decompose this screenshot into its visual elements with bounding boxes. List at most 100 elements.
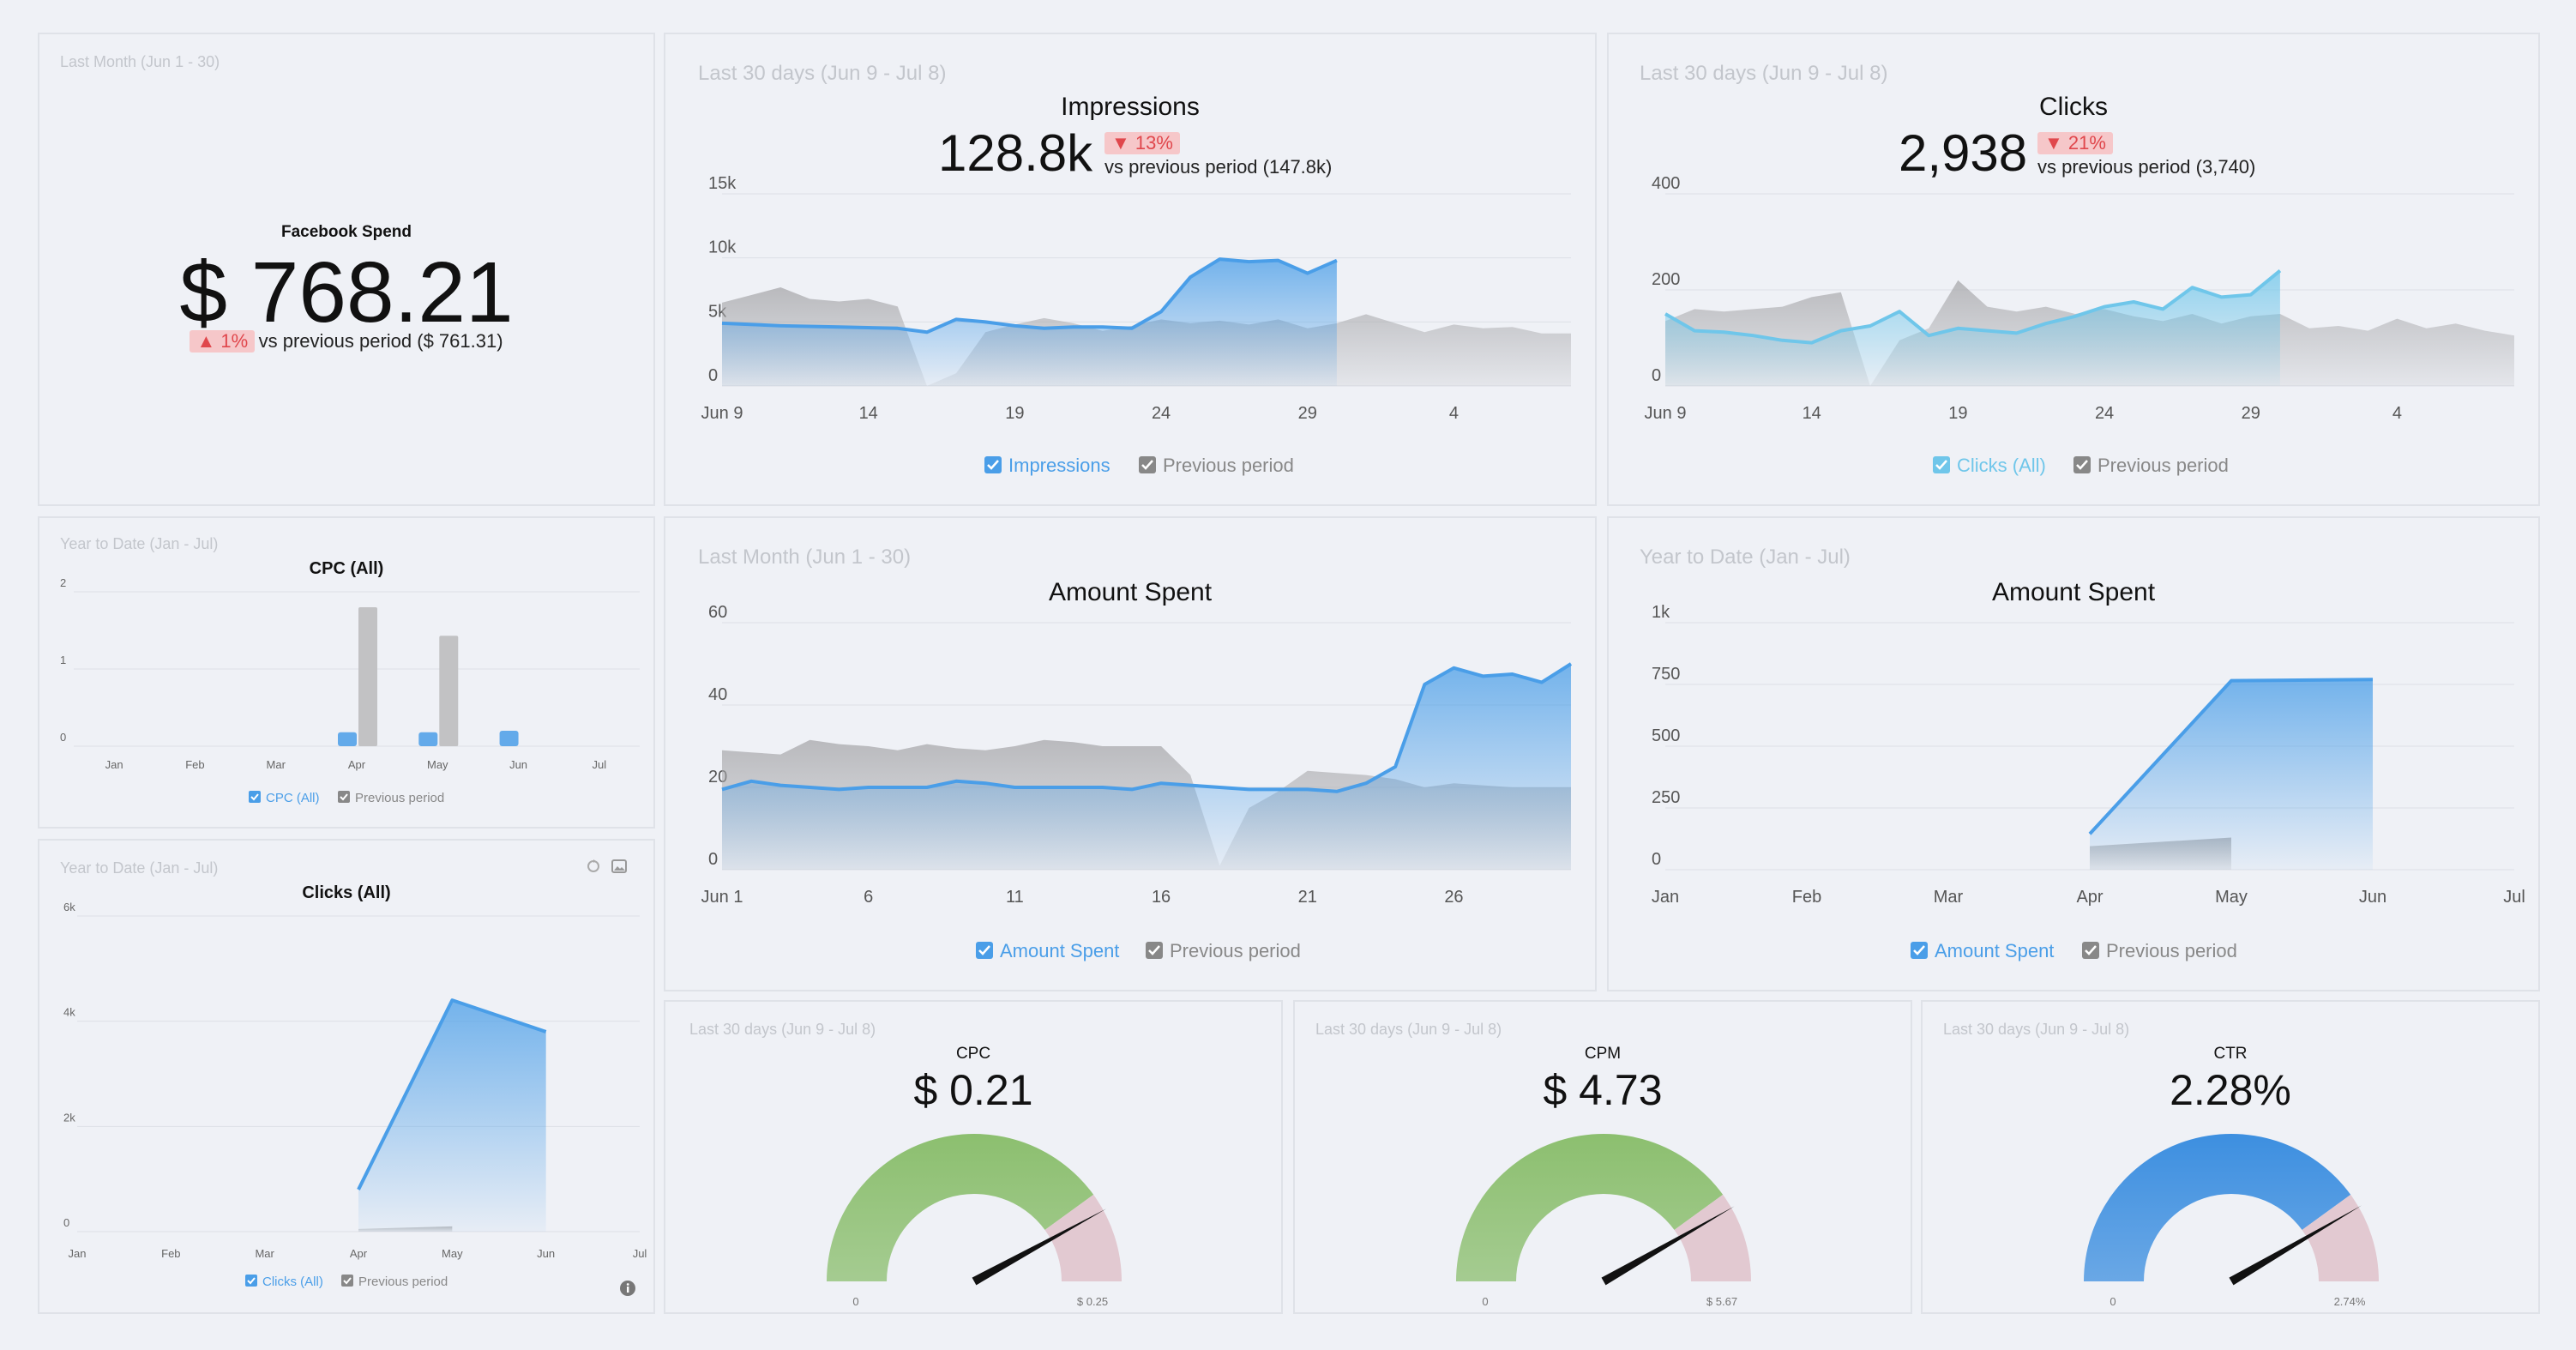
gauge-max-label: $ 0.25 bbox=[1077, 1295, 1108, 1308]
legend-label-amount[interactable]: Amount Spent bbox=[1935, 940, 2054, 961]
x-tick-label: Mar bbox=[1934, 888, 1964, 907]
period-label: Last 30 days (Jun 9 - Jul 8) bbox=[689, 1021, 876, 1038]
gauge-cpm-chart: 0 $ 5.67 bbox=[1456, 1134, 1751, 1308]
gauge-title: CPM bbox=[1584, 1045, 1622, 1063]
gauge-ctr-chart: 0 2.74% bbox=[2084, 1134, 2379, 1308]
current-period-line bbox=[357, 998, 547, 1190]
check-icon bbox=[1141, 460, 1153, 470]
facebook-spend-panel: Last Month (Jun 1 - 30) Facebook Spend $… bbox=[38, 33, 655, 506]
gauge-cpc-panel: Last 30 days (Jun 9 - Jul 8) CPC $ 0.21 … bbox=[664, 1000, 1283, 1314]
y-tick-label: 60 bbox=[708, 603, 727, 622]
panel-title: Impressions bbox=[1061, 93, 1200, 121]
x-tick-label: Jun 9 bbox=[1645, 404, 1687, 423]
current-period-area bbox=[358, 1000, 546, 1232]
x-tick-label: Feb bbox=[185, 758, 204, 771]
bar-previous bbox=[439, 636, 459, 746]
current-period-line bbox=[2088, 678, 2374, 835]
x-tick-label: 14 bbox=[1803, 404, 1821, 423]
check-icon bbox=[987, 460, 999, 470]
legend-label-clicks[interactable]: Clicks (All) bbox=[262, 1275, 323, 1289]
info-icon[interactable] bbox=[619, 1280, 636, 1297]
x-tick-label: Jun 9 bbox=[701, 404, 743, 423]
x-tick-label: Mar bbox=[267, 758, 286, 771]
comparison-text: vs previous period (3,740) bbox=[2037, 156, 2256, 178]
gauge-arc-upper bbox=[1674, 1194, 1751, 1281]
x-tick-label: Jul bbox=[2503, 888, 2525, 907]
y-tick-label: 1 bbox=[60, 654, 66, 666]
panel-title: Facebook Spend bbox=[280, 223, 412, 241]
legend-label-amount[interactable]: Amount Spent bbox=[1000, 940, 1119, 961]
check-icon bbox=[2085, 945, 2097, 955]
clicks-legend: Clicks (All) Previous period bbox=[1933, 455, 2229, 476]
x-tick-label: 24 bbox=[2095, 404, 2114, 423]
period-label: Last 30 days (Jun 9 - Jul 8) bbox=[1640, 62, 1888, 85]
y-tick-label: 40 bbox=[708, 685, 727, 704]
x-tick-label: Jun bbox=[537, 1247, 555, 1260]
y-tick-label: 2k bbox=[63, 1111, 75, 1124]
x-tick-label: May bbox=[442, 1247, 463, 1260]
y-tick-label: 10k bbox=[708, 238, 737, 257]
gauge-cpc-chart: 0 $ 0.25 bbox=[827, 1134, 1122, 1308]
check-icon bbox=[1148, 945, 1160, 955]
x-tick-label: Feb bbox=[1792, 888, 1821, 907]
legend-checkbox-previous[interactable] bbox=[341, 1275, 353, 1287]
x-tick-label: 29 bbox=[2242, 404, 2260, 423]
amount-month-panel: Last Month (Jun 1 - 30) Amount Spent 0 20… bbox=[664, 516, 1597, 991]
gauge-arc-main bbox=[827, 1134, 1094, 1281]
x-tick-label: Jul bbox=[593, 758, 607, 771]
x-tick-label: 29 bbox=[1298, 404, 1317, 423]
clicks-chart: 0 200 400 Jun 9 14 19 24 29 4 bbox=[1645, 174, 2514, 423]
y-tick-label: 0 bbox=[1652, 850, 1661, 869]
clicks-ytd-panel: Year to Date (Jan - Jul) Clicks (All) 0 2… bbox=[38, 839, 655, 1314]
y-tick-label: 1k bbox=[1652, 603, 1670, 622]
period-label: Last Month (Jun 1 - 30) bbox=[698, 545, 912, 569]
current-period-area bbox=[2090, 679, 2373, 870]
cpc-all-legend: CPC (All) Previous period bbox=[249, 791, 444, 805]
legend-checkbox-clicks[interactable] bbox=[245, 1275, 257, 1287]
x-tick-label: 11 bbox=[1006, 888, 1024, 907]
y-tick-label: 400 bbox=[1652, 174, 1680, 193]
legend-label-clicks[interactable]: Clicks (All) bbox=[1957, 455, 2046, 476]
legend-label-previous[interactable]: Previous period bbox=[355, 791, 444, 805]
period-label: Year to Date (Jan - Jul) bbox=[60, 859, 219, 877]
y-tick-label: 4k bbox=[63, 1006, 75, 1019]
x-tick-label: 4 bbox=[1449, 404, 1459, 423]
impressions-panel: Last 30 days (Jun 9 - Jul 8) Impressions… bbox=[664, 33, 1597, 506]
clicks-ytd-legend: Clicks (All) Previous period bbox=[245, 1275, 448, 1289]
period-label: Year to Date (Jan - Jul) bbox=[1640, 545, 1851, 569]
period-label: Last 30 days (Jun 9 - Jul 8) bbox=[1943, 1021, 2130, 1038]
legend-label-previous[interactable]: Previous period bbox=[358, 1275, 448, 1289]
x-tick-label: 14 bbox=[859, 404, 878, 423]
current-period-line bbox=[721, 257, 1338, 334]
legend-label-previous[interactable]: Previous period bbox=[1163, 455, 1294, 476]
x-tick-label: 19 bbox=[1948, 404, 1967, 423]
cpc-all-panel: Year to Date (Jan - Jul) CPC (All) 0 1 2 Ja… bbox=[38, 516, 655, 829]
x-tick-label: Apr bbox=[2076, 888, 2103, 907]
legend-label-impressions[interactable]: Impressions bbox=[1008, 455, 1110, 476]
x-tick-label: Jun bbox=[509, 758, 527, 771]
x-tick-label: 4 bbox=[2392, 404, 2402, 423]
clicks-panel: Last 30 days (Jun 9 - Jul 8) Clicks 2,93… bbox=[1607, 33, 2540, 506]
change-badge: ▼ 13% bbox=[1104, 132, 1180, 154]
legend-label-previous[interactable]: Previous period bbox=[2106, 940, 2237, 961]
y-tick-label: 0 bbox=[1652, 366, 1661, 385]
legend-checkbox-cpc[interactable] bbox=[249, 791, 261, 803]
legend-label-previous[interactable]: Previous period bbox=[1170, 940, 1301, 961]
image-export-icon[interactable] bbox=[611, 858, 628, 875]
amount-ytd-chart: 0 250 500 750 1k Jan Feb Mar Apr May Jun Jul bbox=[1652, 603, 2525, 907]
refresh-icon[interactable] bbox=[585, 858, 602, 875]
legend-checkbox-previous[interactable] bbox=[338, 791, 350, 803]
gauge-needle bbox=[972, 1208, 1107, 1286]
legend-label-previous[interactable]: Previous period bbox=[2098, 455, 2229, 476]
legend-label-cpc[interactable]: CPC (All) bbox=[266, 791, 320, 805]
bar-current bbox=[499, 731, 519, 746]
gauge-max-label: $ 5.67 bbox=[1706, 1295, 1737, 1308]
x-tick-label: Jan bbox=[105, 758, 123, 771]
gauge-needle bbox=[2229, 1205, 2362, 1286]
current-period-line bbox=[721, 662, 1573, 793]
check-icon bbox=[978, 945, 990, 955]
gauge-title: CTR bbox=[2213, 1045, 2248, 1063]
x-tick-label: Jan bbox=[1652, 888, 1679, 907]
panel-title: Amount Spent bbox=[1991, 578, 2156, 606]
